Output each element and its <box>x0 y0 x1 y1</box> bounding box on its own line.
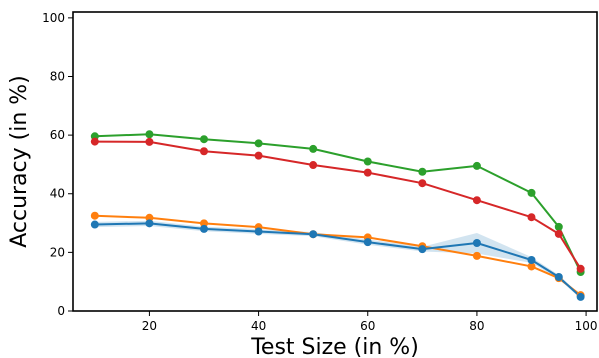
series-3-point <box>527 255 536 264</box>
x-tick-label: 60 <box>360 319 375 333</box>
series-0-point <box>200 135 208 144</box>
series-3-point <box>254 227 263 236</box>
series-1-point <box>90 137 99 146</box>
series-1-point <box>254 151 263 160</box>
plot-frame <box>72 11 598 312</box>
series-0-point <box>309 144 318 153</box>
confidence-bands <box>94 220 581 299</box>
series-1-point <box>363 168 372 177</box>
x-axis-title: Test Size (in %) <box>250 335 419 358</box>
x-tick-label: 20 <box>142 319 157 333</box>
series-1-point <box>472 196 481 205</box>
series-2-point <box>145 213 154 222</box>
y-tick-label: 0 <box>57 304 65 318</box>
series-3-point <box>554 272 563 281</box>
x-tick-label: 100 <box>575 319 598 333</box>
series-0-point <box>418 167 427 176</box>
series-3-point <box>145 219 154 228</box>
y-tick-label: 40 <box>50 187 65 201</box>
series-1-point <box>200 147 208 156</box>
series-3-point <box>363 238 372 247</box>
x-axis-ticks: 20 40 60 80 100 <box>142 311 598 333</box>
series-1-point <box>418 179 427 188</box>
series-2-point <box>472 251 481 260</box>
series-3-point <box>418 245 427 254</box>
series-1-point <box>576 264 585 273</box>
x-tick-label: 40 <box>251 319 266 333</box>
y-tick-label: 80 <box>50 69 65 83</box>
series-0-point <box>363 157 372 166</box>
series-3-point <box>309 230 318 239</box>
y-axis-ticks: 0 20 40 60 80 100 <box>42 11 73 318</box>
series-0-point <box>145 130 154 139</box>
series-0-point <box>527 188 536 197</box>
y-tick-label: 100 <box>42 11 65 25</box>
series-2-point <box>527 262 536 271</box>
series-3-point <box>90 220 99 229</box>
series-lines <box>94 133 582 298</box>
series-1-point <box>527 213 536 222</box>
series-1-point <box>309 161 318 170</box>
series-0-point <box>254 139 263 148</box>
x-tick-label: 80 <box>469 319 484 333</box>
series-0-point <box>554 222 563 231</box>
series-points <box>90 130 585 301</box>
y-tick-label: 60 <box>50 128 65 142</box>
series-3-line <box>94 222 582 298</box>
series-3-point <box>200 224 208 233</box>
series-3-point <box>472 238 481 247</box>
y-axis-title: Accuracy (in %) <box>7 75 32 248</box>
series-2-point <box>90 211 99 220</box>
series-0-point <box>472 161 481 170</box>
series-2-point <box>200 219 208 228</box>
y-tick-label: 20 <box>50 245 65 259</box>
series-1-point <box>145 137 154 146</box>
series-3-band <box>94 220 581 299</box>
series-1-point <box>554 229 563 238</box>
series-3-point <box>576 292 585 301</box>
